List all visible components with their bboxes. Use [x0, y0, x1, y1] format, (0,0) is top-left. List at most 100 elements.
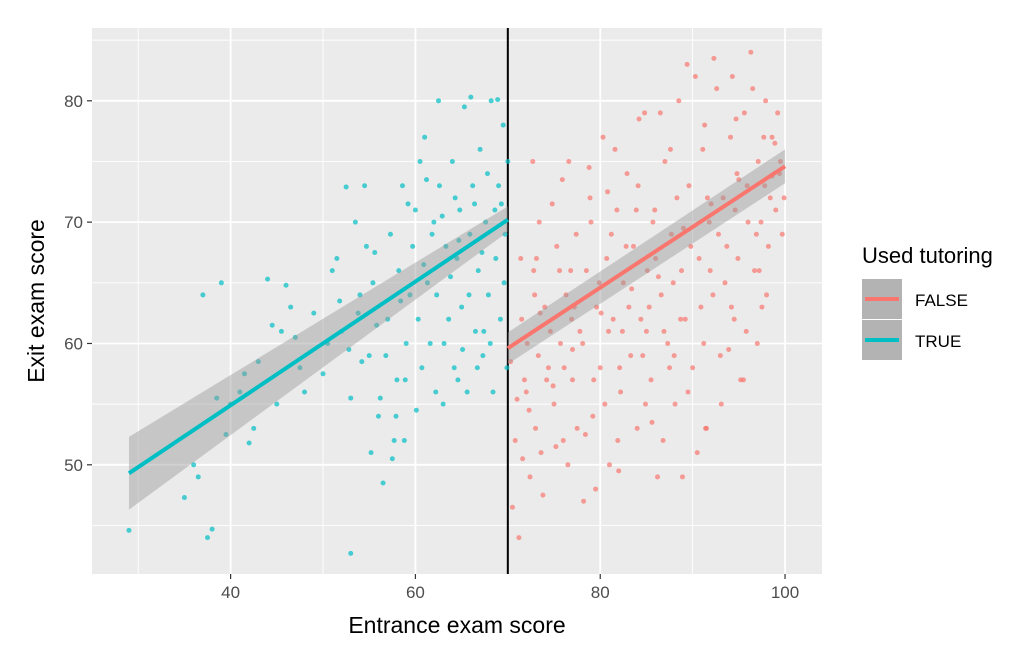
data-point-false: [523, 389, 529, 395]
y-tick-label: 60: [64, 334, 83, 353]
y-axis-title: Exit exam score: [23, 219, 49, 383]
data-point-true: [251, 425, 257, 431]
data-point-true: [385, 316, 391, 322]
data-point-false: [593, 486, 599, 492]
x-tick-label: 60: [406, 583, 425, 602]
data-point-false: [531, 268, 537, 274]
data-point-true: [292, 334, 298, 340]
data-point-false: [720, 195, 726, 201]
data-point-true: [126, 527, 132, 533]
data-point-false: [591, 377, 597, 383]
data-point-true: [475, 268, 481, 274]
data-point-false: [662, 158, 668, 164]
data-point-false: [565, 462, 571, 468]
data-point-true: [407, 292, 413, 298]
data-point-true: [452, 195, 458, 201]
data-point-false: [544, 377, 550, 383]
data-point-true: [496, 183, 502, 189]
data-point-false: [547, 328, 553, 334]
data-point-true: [329, 268, 335, 274]
data-point-false: [744, 183, 750, 189]
data-point-false: [532, 292, 538, 298]
data-point-false: [702, 122, 708, 128]
data-point-false: [753, 231, 759, 237]
data-point-false: [643, 401, 649, 407]
data-point-true: [495, 97, 501, 103]
data-point-false: [554, 243, 560, 249]
data-point-false: [623, 243, 629, 249]
data-point-false: [563, 292, 569, 298]
data-point-true: [410, 243, 416, 249]
data-point-false: [762, 183, 768, 189]
y-tick-label: 50: [64, 456, 83, 475]
data-point-true: [415, 316, 421, 322]
data-point-true: [283, 282, 289, 288]
data-point-false: [561, 365, 567, 371]
data-point-true: [490, 389, 496, 395]
data-point-true: [487, 340, 493, 346]
data-point-true: [461, 104, 467, 110]
data-point-false: [775, 110, 781, 116]
data-point-false: [685, 389, 691, 395]
data-point-false: [519, 316, 525, 322]
data-point-true: [498, 201, 504, 207]
data-point-false: [717, 353, 723, 359]
legend-title: Used tutoring: [862, 243, 993, 268]
data-point-false: [630, 243, 636, 249]
data-point-true: [320, 371, 326, 377]
data-point-true: [362, 183, 368, 189]
data-point-false: [733, 116, 739, 122]
data-point-true: [504, 365, 510, 371]
data-point-true: [485, 292, 491, 298]
data-point-false: [761, 134, 767, 140]
data-point-false: [772, 140, 778, 146]
data-point-false: [686, 183, 692, 189]
data-point-false: [596, 280, 602, 286]
data-point-false: [574, 425, 580, 431]
data-point-false: [704, 195, 710, 201]
data-point-false: [754, 340, 760, 346]
data-point-false: [642, 110, 648, 116]
data-point-true: [405, 201, 411, 207]
data-point-true: [427, 340, 433, 346]
data-point-false: [616, 468, 622, 474]
data-point-true: [424, 280, 430, 286]
data-point-false: [524, 340, 530, 346]
data-point-false: [694, 450, 700, 456]
data-point-false: [602, 401, 608, 407]
data-point-true: [181, 495, 187, 501]
data-point-false: [551, 401, 557, 407]
data-point-false: [643, 328, 649, 334]
data-point-false: [655, 474, 661, 480]
data-point-true: [355, 310, 361, 316]
data-point-true: [449, 158, 455, 164]
data-point-true: [451, 365, 457, 371]
data-point-true: [391, 438, 397, 444]
data-point-true: [448, 274, 454, 280]
data-point-false: [692, 74, 698, 80]
y-tick-label: 70: [64, 213, 83, 232]
data-point-false: [750, 86, 756, 92]
data-point-false: [660, 438, 666, 444]
data-point-true: [413, 407, 419, 413]
data-point-true: [359, 359, 365, 365]
data-point-false: [765, 243, 771, 249]
data-point-true: [472, 201, 478, 207]
data-point-true: [191, 462, 197, 468]
data-point-false: [703, 425, 709, 431]
data-point-false: [508, 359, 514, 365]
data-point-true: [500, 122, 506, 128]
fit-line-false: [506, 164, 787, 350]
data-point-true: [505, 158, 511, 164]
data-point-false: [658, 292, 664, 298]
data-point-false: [570, 377, 576, 383]
data-point-false: [573, 231, 579, 237]
data-point-true: [375, 413, 381, 419]
data-point-false: [598, 310, 604, 316]
data-point-false: [756, 268, 762, 274]
data-point-false: [759, 304, 765, 310]
data-point-false: [767, 195, 773, 201]
data-point-false: [684, 61, 690, 67]
data-point-false: [650, 219, 656, 225]
data-point-false: [540, 492, 546, 498]
